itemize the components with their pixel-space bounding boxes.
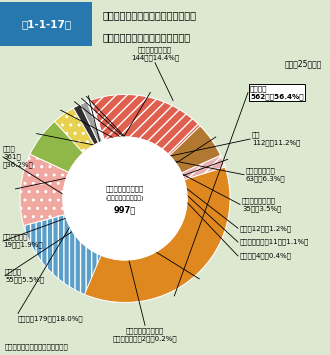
Text: 生状況（放火自殺者等を除く。）: 生状況（放火自殺者等を除く。） (102, 32, 190, 42)
Wedge shape (54, 108, 94, 153)
Text: （備考）「火災報告」により作成: （備考）「火災報告」により作成 (5, 343, 69, 350)
Text: 泥酔　12人（1.2%）: 泥酔 12人（1.2%） (240, 225, 292, 231)
Wedge shape (87, 100, 104, 141)
Wedge shape (30, 121, 83, 172)
Text: （平成25年中）: （平成25年中） (284, 60, 322, 69)
Text: 熟睡
112人（11.2%）: 熟睡 112人（11.2%） (252, 132, 300, 146)
Circle shape (63, 137, 187, 260)
Text: 病気・身体不自由
144人（14.4%）: 病気・身体不自由 144人（14.4%） (131, 46, 179, 61)
Wedge shape (73, 104, 99, 145)
Wedge shape (24, 134, 230, 302)
Text: 997人: 997人 (114, 205, 136, 214)
Wedge shape (89, 100, 105, 141)
Text: 第1-1-17図: 第1-1-17図 (21, 19, 71, 29)
Text: 乳幼児　4人（0.4%）: 乳幼児 4人（0.4%） (240, 253, 292, 259)
Wedge shape (84, 167, 230, 302)
Wedge shape (125, 94, 208, 160)
Text: 出火後再進入
19人（1.9%）: 出火後再進入 19人（1.9%） (3, 234, 43, 248)
Text: 消火しようとして
35人（3.5%）: 消火しようとして 35人（3.5%） (242, 197, 281, 212)
Wedge shape (169, 126, 220, 173)
Text: 住宅火災による死者: 住宅火災による死者 (106, 185, 144, 192)
Wedge shape (182, 155, 225, 180)
Text: その他　179人（18.0%）: その他 179人（18.0%） (18, 315, 83, 322)
Text: (放火自殺者等を除く): (放火自殺者等を除く) (106, 196, 144, 201)
Text: 着衣着火
55人（5.5%）: 着衣着火 55人（5.5%） (5, 268, 44, 283)
Text: 逃げ遅れ
562人（56.4%）: 逃げ遅れ 562人（56.4%） (250, 85, 304, 100)
Wedge shape (91, 94, 200, 155)
Text: 住宅火災の死に至った経過別死者発: 住宅火災の死に至った経過別死者発 (102, 10, 196, 20)
Text: ろうばいして　11人（1.1%）: ろうばいして 11人（1.1%） (240, 239, 310, 245)
Wedge shape (80, 102, 103, 143)
Text: その他
361人
（36.2%）: その他 361人 （36.2%） (3, 146, 34, 168)
Wedge shape (20, 154, 69, 226)
Text: 延焼拡大が早く
63人（6.3%）: 延焼拡大が早く 63人（6.3%） (246, 167, 286, 182)
Bar (0, 2, 92, 46)
Text: 持ち出し品・服装に
気をとられて　2人（0.2%）: 持ち出し品・服装に 気をとられて 2人（0.2%） (113, 327, 177, 342)
